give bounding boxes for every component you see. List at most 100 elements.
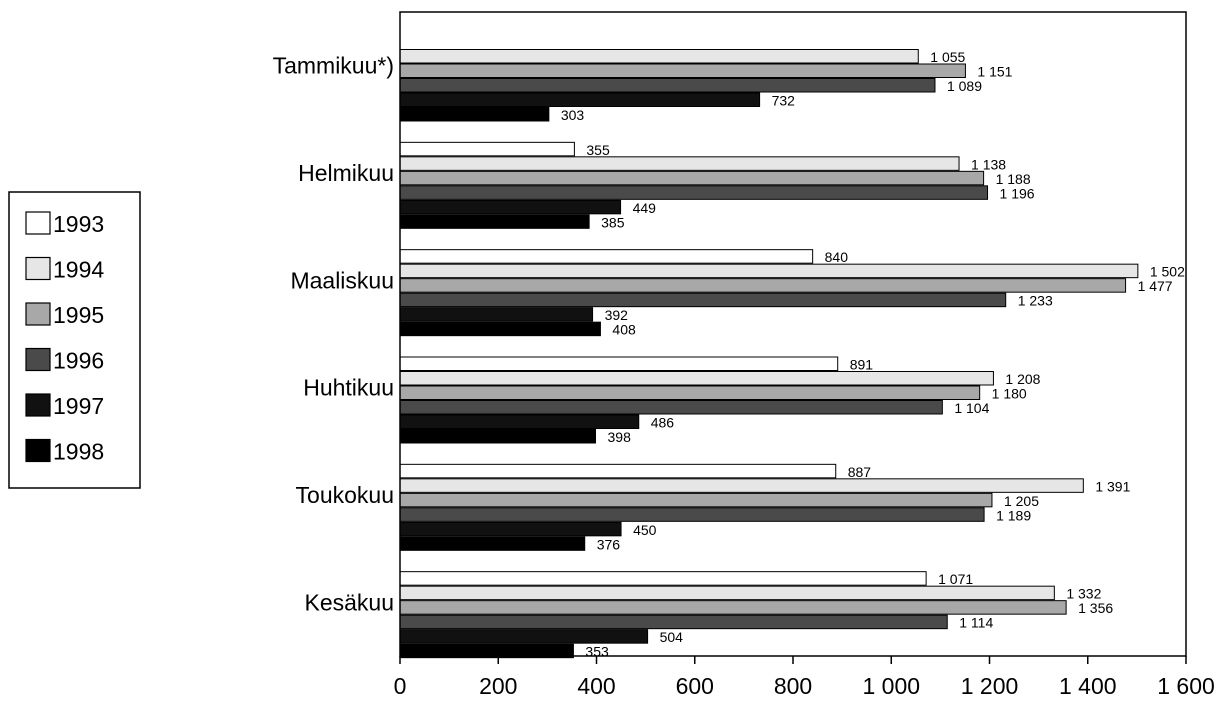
category-label: Tammikuu*): [273, 53, 394, 79]
data-label: 840: [825, 249, 849, 265]
data-label: 1 332: [1066, 586, 1101, 602]
bar: [399, 249, 814, 264]
data-label: 450: [633, 522, 657, 538]
bar: [399, 321, 601, 337]
data-label: 732: [772, 93, 796, 109]
bars: [399, 49, 1139, 659]
x-tick-label: 400: [577, 673, 615, 699]
bar: [399, 307, 594, 322]
bar: [399, 92, 761, 107]
bar: [399, 507, 985, 522]
x-tick-label: 1 200: [961, 673, 1019, 699]
bar: [399, 49, 919, 64]
data-label: 1 138: [971, 156, 1006, 172]
bar: [399, 585, 1055, 601]
bar: [399, 478, 1084, 493]
bar: [399, 429, 597, 444]
data-label: 1 189: [996, 507, 1031, 523]
data-label: 1 104: [954, 400, 989, 416]
bar: [399, 78, 936, 93]
data-label: 449: [633, 200, 657, 216]
data-label: 1 188: [996, 171, 1031, 187]
bar: [399, 292, 1007, 308]
bar: [399, 571, 927, 586]
data-label: 486: [651, 415, 675, 431]
bar: [399, 463, 837, 479]
data-label: 303: [561, 107, 585, 123]
bar: [399, 170, 985, 186]
x-tick-label: 800: [774, 673, 812, 699]
legend-swatch: [25, 393, 51, 417]
bar: [399, 614, 948, 630]
legend-label: 1998: [53, 439, 104, 465]
x-tick-label: 1 400: [1059, 673, 1117, 699]
bar: [399, 214, 590, 229]
legend-swatch: [25, 211, 51, 235]
data-label: 392: [605, 307, 629, 323]
data-label: 1 205: [1004, 493, 1039, 509]
data-label: 504: [660, 629, 684, 645]
category-label: Maaliskuu: [290, 267, 394, 293]
data-label: 1 196: [1000, 185, 1035, 201]
legend-label: 1996: [53, 348, 104, 374]
category-labels: Tammikuu*) Helmikuu Maaliskuu Huhtikuu Touko…: [273, 53, 394, 616]
data-label: 1 477: [1138, 278, 1173, 294]
data-label: 887: [848, 464, 872, 480]
legend-swatch: [25, 302, 51, 326]
data-label: 1 055: [930, 49, 965, 65]
data-label: 1 356: [1078, 600, 1113, 616]
bar: [399, 400, 943, 415]
data-label: 1 071: [938, 571, 973, 587]
legend-box: [8, 191, 141, 489]
data-label: 1 089: [947, 78, 982, 94]
x-tick-label: 0: [394, 673, 407, 699]
data-label: 376: [597, 536, 621, 552]
bar: [399, 356, 839, 371]
legend-label: 1994: [53, 257, 104, 283]
x-tick-label: 1 600: [1157, 673, 1215, 699]
legend-label: 1993: [53, 211, 104, 237]
bar: [399, 63, 966, 78]
bar: [399, 107, 550, 122]
legend-swatch: [25, 347, 51, 372]
data-label: 891: [850, 357, 874, 373]
bar: [399, 185, 989, 200]
category-label: Helmikuu: [298, 160, 394, 186]
bar: [399, 600, 1067, 615]
bar: [399, 278, 1127, 293]
legend-swatch: [25, 256, 51, 281]
bar: [399, 536, 586, 551]
data-label: 355: [586, 142, 610, 158]
x-tick-label: 1 000: [862, 673, 920, 699]
legend-label: 1995: [53, 302, 104, 328]
bar: [399, 263, 1139, 279]
x-tick-label: 200: [479, 673, 517, 699]
legend: 1993 1994 1995 1996 1997 1998: [8, 191, 141, 489]
bar: [399, 414, 640, 429]
bar: [399, 629, 649, 644]
bar: [399, 141, 575, 157]
category-label: Toukokuu: [296, 482, 394, 508]
x-tick-label: 600: [676, 673, 714, 699]
legend-swatch: [25, 438, 51, 463]
legend-label: 1997: [53, 393, 104, 419]
category-label: Huhtikuu: [303, 375, 394, 401]
bar: [399, 371, 994, 386]
x-axis: 0 200 400 600 800 1 000 1 200 1 400 1 600: [394, 656, 1215, 699]
category-label: Kesäkuu: [304, 589, 394, 615]
bar: [399, 156, 960, 171]
bar: [399, 521, 622, 537]
data-label: 398: [608, 429, 632, 445]
data-label: 1 233: [1018, 293, 1053, 309]
data-label: 1 502: [1150, 264, 1185, 280]
data-label: 408: [612, 322, 636, 338]
data-label: 1 151: [977, 64, 1012, 80]
data-label: 1 208: [1005, 371, 1040, 387]
bar: [399, 492, 993, 508]
data-label: 1 180: [992, 386, 1027, 402]
data-label: 1 391: [1095, 478, 1130, 494]
data-label: 1 114: [959, 615, 993, 631]
bar: [399, 199, 622, 215]
